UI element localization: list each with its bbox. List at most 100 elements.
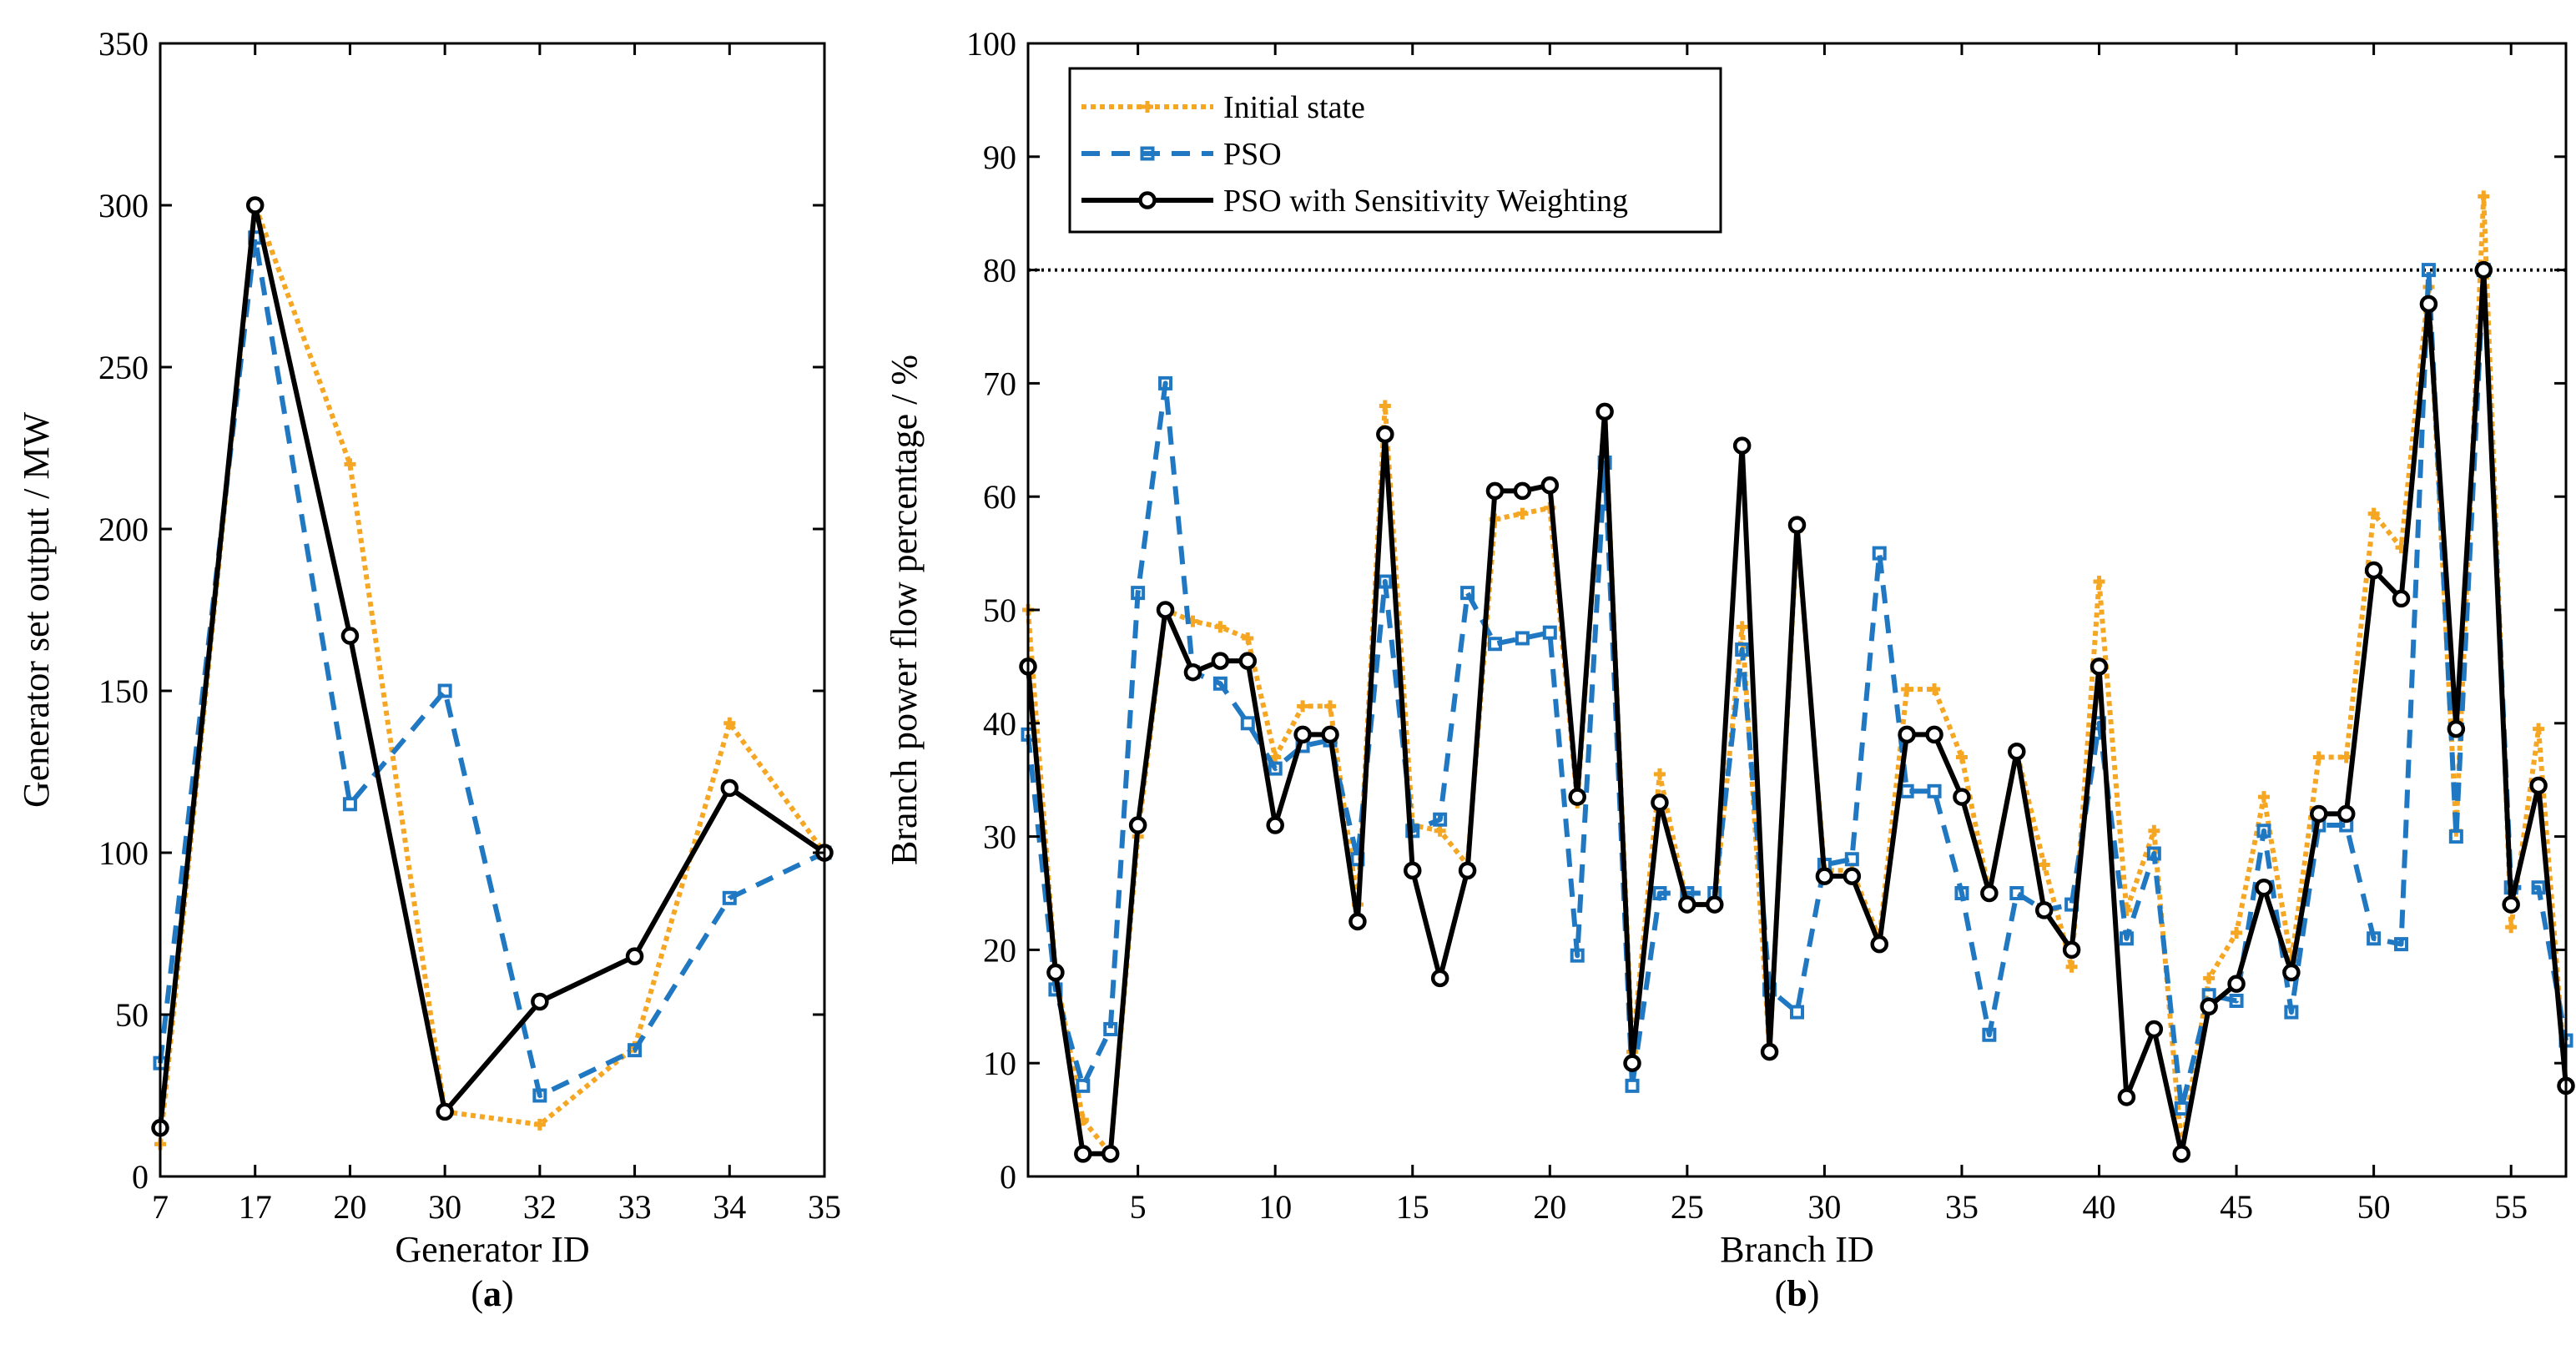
data-point-initial <box>1736 621 1748 633</box>
data-point-psw <box>1815 867 1834 885</box>
data-point-psw <box>531 992 549 1011</box>
data-point-psw <box>2364 561 2383 580</box>
data-point-pso <box>532 1088 547 1103</box>
x-tick-label: 20 <box>333 1188 366 1226</box>
data-point-psw <box>2090 657 2109 676</box>
data-point-psw <box>1870 934 1888 954</box>
y-tick-label: 350 <box>98 25 149 63</box>
data-point-initial <box>1214 621 1227 633</box>
legend-marker-pso <box>1140 146 1155 161</box>
data-point-psw <box>2062 940 2081 960</box>
data-point-psw <box>1787 516 1807 534</box>
data-point-initial <box>1901 683 1913 696</box>
data-point-pso <box>1076 1078 1091 1093</box>
data-point-psw <box>2474 260 2493 280</box>
data-point-pso <box>1460 586 1475 601</box>
data-point-psw <box>1183 662 1202 682</box>
x-tick-label: 7 <box>152 1188 169 1226</box>
data-point-pso <box>1899 783 1914 798</box>
data-point-pso <box>1872 546 1887 561</box>
y-tick-label: 300 <box>98 187 149 224</box>
data-point-psw <box>1376 425 1394 444</box>
data-point-psw <box>1430 969 1449 988</box>
data-point-psw <box>1678 895 1696 914</box>
data-point-initial <box>2478 190 2490 203</box>
data-point-initial <box>2038 859 2050 871</box>
data-point-pso <box>342 797 357 812</box>
data-point-pso <box>1515 631 1530 646</box>
data-point-initial <box>1379 400 1391 412</box>
y-tick-label: 250 <box>98 349 149 386</box>
data-point-initial <box>2367 507 2380 520</box>
legend-label-initial: Initial state <box>1223 90 1365 125</box>
panel-a-chart: 0 50 100 150 200 250 300 350 7 17 20 30 32 33 34 35 Gene… <box>16 25 841 1314</box>
data-point-initial <box>2231 927 2243 939</box>
data-point-pso <box>1158 375 1173 390</box>
data-point-psw <box>2447 719 2466 738</box>
data-point-initial <box>1269 751 1282 763</box>
data-point-initial <box>2093 576 2105 588</box>
panel-label: (b) <box>1775 1273 1820 1314</box>
data-point-psw <box>1980 884 1999 903</box>
y-tick-label: 150 <box>98 672 149 710</box>
x-axis-title: Branch ID <box>1720 1229 1874 1270</box>
data-point-psw <box>1156 601 1175 619</box>
data-point-pso <box>2256 824 2271 839</box>
y-tick-label: 100 <box>966 25 1016 63</box>
data-point-psw <box>1293 725 1312 744</box>
data-point-psw <box>1266 816 1284 834</box>
data-point-pso <box>2284 1005 2299 1020</box>
data-point-pso <box>1735 642 1750 657</box>
data-point-psw <box>2282 963 2301 982</box>
data-point-pso <box>1790 1005 1804 1020</box>
data-point-initial <box>2533 723 2545 735</box>
axes-frame <box>159 42 826 1178</box>
data-point-pso <box>2394 937 2409 952</box>
y-tick-label: 0 <box>132 1158 149 1196</box>
data-point-psw <box>2145 1020 2164 1039</box>
data-point-initial <box>533 1118 546 1131</box>
data-point-pso <box>2367 931 2382 946</box>
legend-label-psw: PSO with Sensitivity Weighting <box>1223 184 1628 219</box>
data-point-psw <box>1321 725 1339 744</box>
y-tick-label: 200 <box>98 511 149 548</box>
series-line-initial <box>1026 194 2568 1156</box>
data-point-psw <box>1623 1054 1641 1072</box>
data-point-psw <box>2255 878 2273 897</box>
data-point-pso <box>1240 716 1255 731</box>
data-point-pso <box>1131 586 1146 601</box>
x-tick-label: 35 <box>808 1188 841 1226</box>
series-line-initial <box>158 203 827 1145</box>
data-point-initial <box>2312 751 2325 763</box>
data-point-pso <box>2119 931 2134 946</box>
data-point-pso <box>2421 263 2436 278</box>
data-point-psw <box>245 196 265 214</box>
data-point-initial <box>1928 683 1941 696</box>
data-point-psw <box>2337 804 2356 824</box>
data-point-initial <box>1297 700 1309 713</box>
data-point-psw <box>2392 589 2411 608</box>
data-point-pso <box>2531 880 2546 895</box>
data-point-pso <box>1652 886 1667 900</box>
data-point-pso <box>2448 829 2463 844</box>
x-tick-label: 25 <box>1671 1188 1704 1226</box>
y-tick-label: 100 <box>98 834 149 872</box>
data-point-initial <box>1324 700 1337 713</box>
y-axis-title: Generator set output / MW <box>16 411 57 808</box>
data-point-pso <box>1927 783 1942 798</box>
panel-label-letter: b <box>1787 1273 1807 1314</box>
y-tick-label: 0 <box>1000 1158 1016 1196</box>
data-point-psw <box>1101 1145 1120 1163</box>
data-point-initial <box>2257 791 2270 803</box>
x-tick-label: 17 <box>239 1188 272 1226</box>
data-point-initial <box>1516 507 1529 520</box>
data-point-psw <box>1706 895 1724 914</box>
data-point-psw <box>1513 481 1532 501</box>
data-point-psw <box>1925 725 1943 744</box>
y-tick-label: 60 <box>983 478 1016 516</box>
x-tick-label: 55 <box>2494 1188 2528 1226</box>
data-point-psw <box>1953 788 1971 806</box>
y-tick-label: 40 <box>983 705 1016 743</box>
data-point-psw <box>340 627 360 645</box>
y-tick-label: 70 <box>983 365 1016 402</box>
